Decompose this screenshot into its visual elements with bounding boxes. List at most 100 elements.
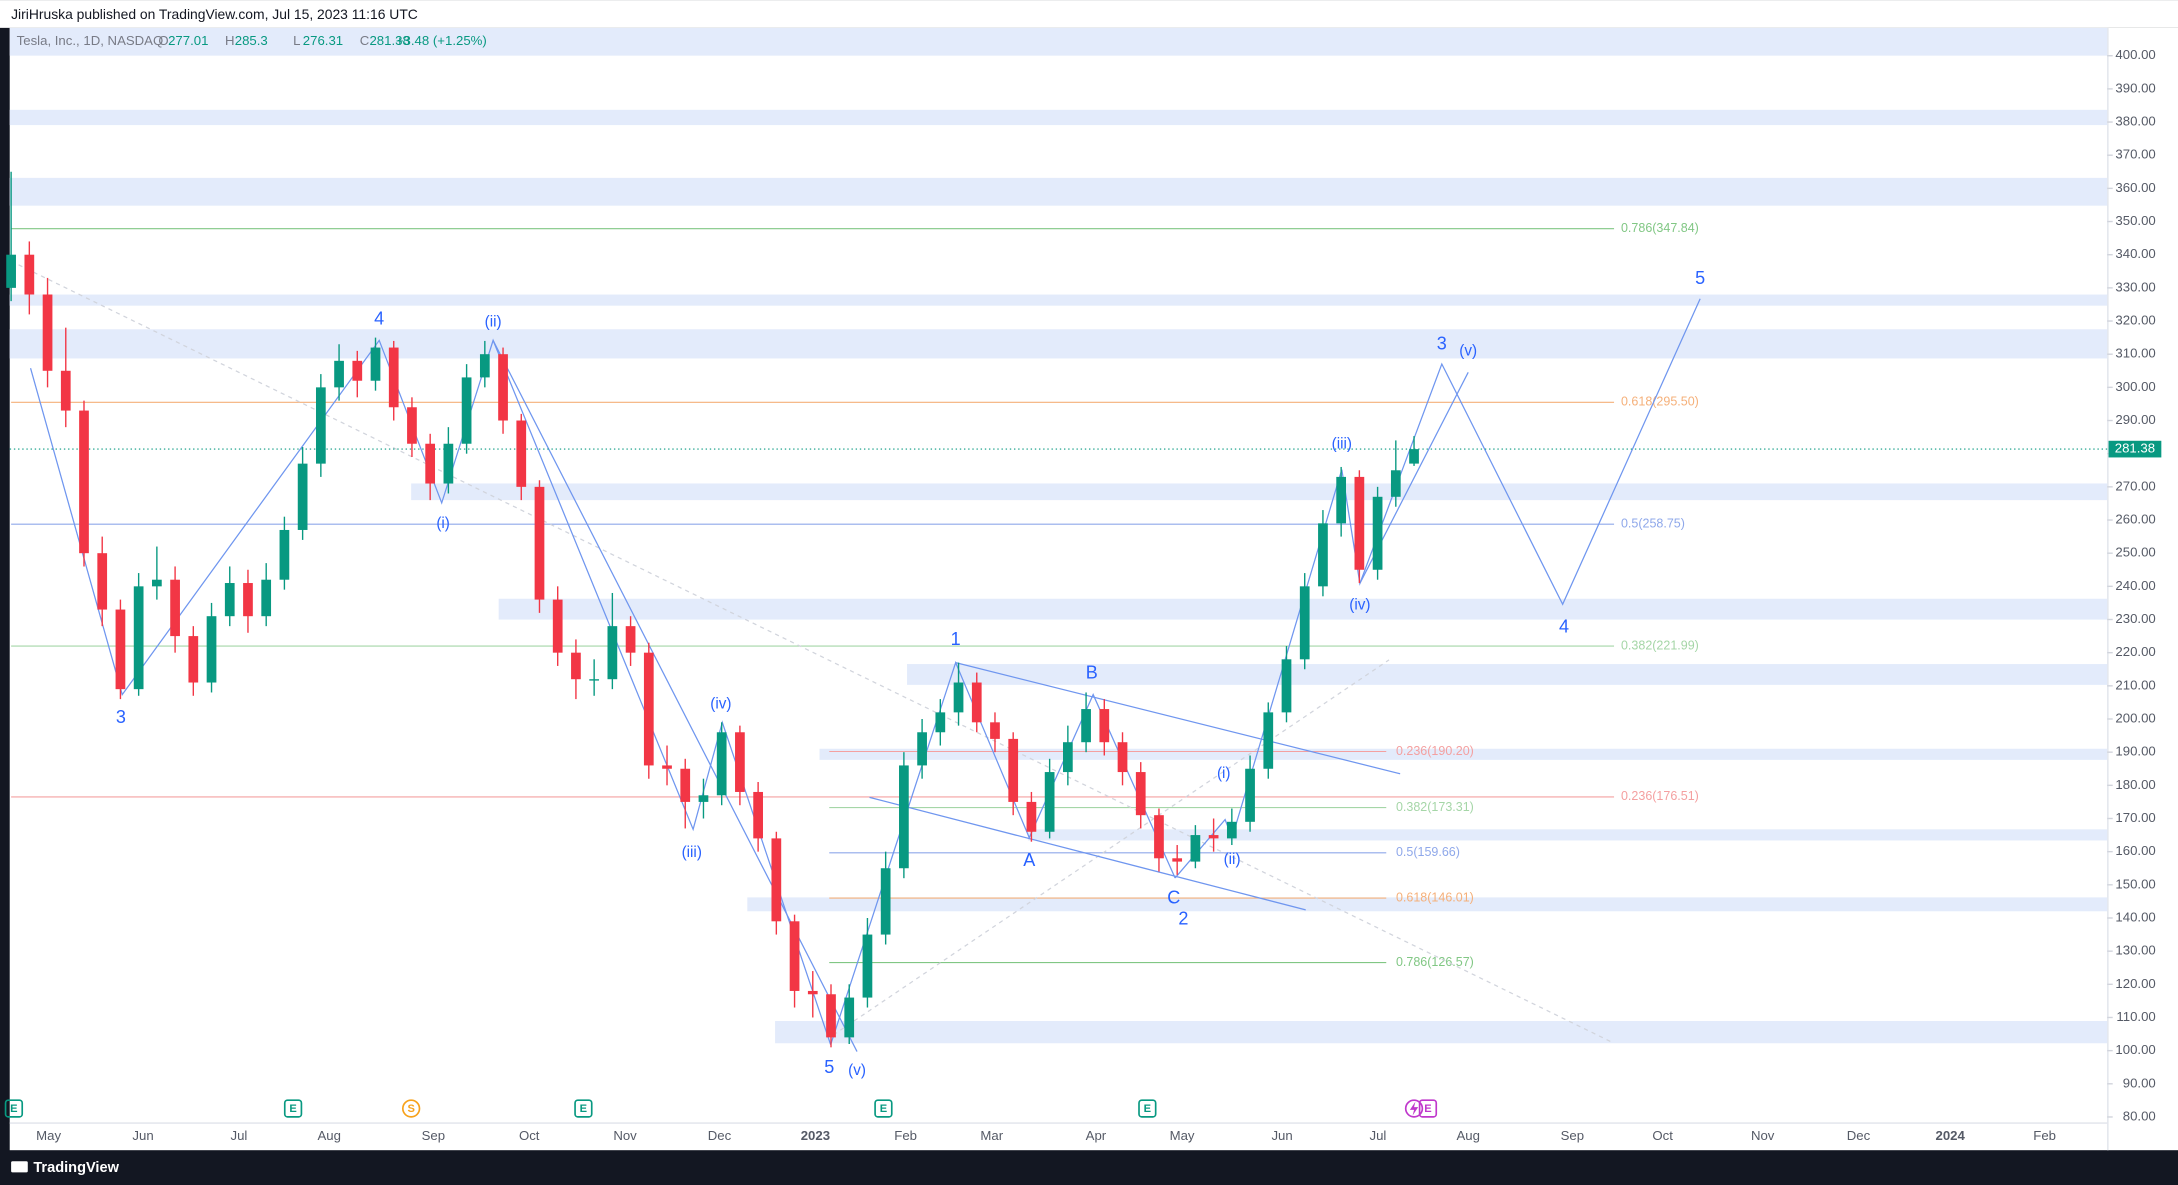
candle-body (826, 994, 836, 1038)
candle-body (735, 732, 745, 792)
wave-label: (iii) (682, 844, 702, 861)
candle-body (1281, 659, 1292, 713)
event-marker: E (4, 1099, 24, 1118)
legend-key: H (225, 33, 235, 48)
event-icon (401, 1099, 421, 1118)
zone (1027, 829, 2108, 841)
plot: 80.00 90.00 100.00 110.00 120.00 130.00 140.00… (4, 33, 2162, 1143)
legend-key: O (158, 33, 168, 48)
candle-body (1372, 496, 1383, 570)
candle-body (1336, 476, 1347, 524)
candle-body (516, 420, 527, 487)
y-tick-label: 330.00 (2115, 279, 2155, 294)
symbol: Tesla, Inc., 1D, NASDAQ (17, 33, 164, 48)
zone (9, 329, 2108, 359)
candle-body (662, 765, 672, 769)
legend-value: 276.31 (303, 33, 343, 48)
candle-body (1081, 709, 1091, 743)
legend-change: +3.48 (+1.25%) (396, 33, 487, 48)
event-icon (574, 1099, 593, 1118)
event-label: E (1424, 1103, 1431, 1115)
y-tick-label: 150.00 (2115, 876, 2155, 891)
trend-guide (833, 659, 1390, 1036)
x-tick-label: Feb (894, 1128, 917, 1143)
candle-body (1172, 858, 1183, 862)
candle-body (60, 370, 71, 411)
wave-label: (iii) (1332, 436, 1352, 453)
legend-key: L (293, 33, 300, 48)
event-marker: E (874, 1099, 893, 1118)
candle-body (1008, 738, 1019, 802)
price-tag-label: 281.38 (2115, 441, 2155, 456)
candle-body (243, 583, 253, 617)
y-tick-label: 140.00 (2115, 909, 2155, 924)
x-tick-label: Dec (708, 1128, 732, 1143)
candle-body (552, 599, 563, 653)
candle-body (461, 377, 472, 444)
zone (9, 27, 2108, 56)
candle-body (990, 722, 1000, 739)
candle-body (917, 732, 927, 766)
wave-label: 1 (951, 629, 961, 649)
y-tick-label: 340.00 (2115, 246, 2155, 261)
event-icon (1138, 1099, 1157, 1118)
candle-body (643, 652, 654, 766)
candle-body (844, 997, 855, 1038)
header-bar (0, 0, 2178, 28)
candle-body (315, 387, 326, 464)
x-tick-label: May (36, 1128, 61, 1143)
x-tick-label: Feb (2033, 1128, 2056, 1143)
event-icon (283, 1099, 303, 1118)
candle-body (1299, 586, 1310, 660)
event-label: S (407, 1103, 414, 1115)
channel-line (955, 662, 1401, 775)
event-icon (1418, 1099, 1438, 1118)
x-tick-label: Dec (1847, 1128, 1871, 1143)
fib-label: 0.236(190.20) (1396, 744, 1474, 758)
y-tick-label: 90.00 (2123, 1075, 2156, 1090)
x-tick-label: Oct (519, 1128, 540, 1143)
fib-label: 0.236(176.51) (1621, 789, 1699, 803)
x-tick-label: Sep (422, 1128, 445, 1143)
chart-area (9, 27, 2178, 1151)
x-tick-label: Aug (1456, 1128, 1479, 1143)
fib-label: 0.5(159.66) (1396, 845, 1460, 859)
event-label: E (580, 1103, 587, 1115)
wave-label: (i) (436, 515, 450, 532)
candle-body (334, 360, 344, 388)
candle-body (862, 934, 873, 998)
candle-body (1263, 712, 1274, 769)
wave-label: 3 (116, 707, 126, 727)
candle-body (571, 652, 581, 680)
candle-body (771, 838, 782, 922)
candle-body (152, 579, 162, 587)
candle-body (716, 732, 727, 796)
price-tag (2108, 440, 2162, 458)
candle-body (625, 626, 636, 653)
wave-label: 5 (824, 1057, 834, 1077)
channel-line (869, 796, 1306, 911)
brand-name: TradingView (33, 1160, 119, 1176)
wave-label: 5 (1695, 268, 1705, 288)
candle-body (1226, 821, 1237, 839)
candle-body (370, 347, 381, 381)
wave-label: (iv) (1349, 597, 1370, 614)
candle-body (899, 765, 909, 869)
wave-label: (i) (1217, 765, 1231, 782)
wave-label: (iv) (710, 695, 731, 712)
y-tick-label: 380.00 (2115, 114, 2155, 129)
y-tick-label: 310.00 (2115, 346, 2155, 361)
candle-body (1245, 768, 1255, 822)
candle-body (1099, 709, 1110, 743)
fib-label: 0.618(146.01) (1396, 890, 1474, 904)
event-label: E (1144, 1103, 1151, 1115)
zone (9, 109, 2108, 126)
fib-label: 0.786(126.57) (1396, 955, 1474, 969)
fib-label: 0.5(258.75) (1621, 516, 1685, 530)
brand: TradingView (11, 1160, 120, 1176)
candle-body (115, 609, 126, 690)
wave-label: C (1167, 888, 1180, 908)
y-tick-label: 220.00 (2115, 644, 2155, 659)
wave-label: (ii) (1224, 851, 1241, 868)
